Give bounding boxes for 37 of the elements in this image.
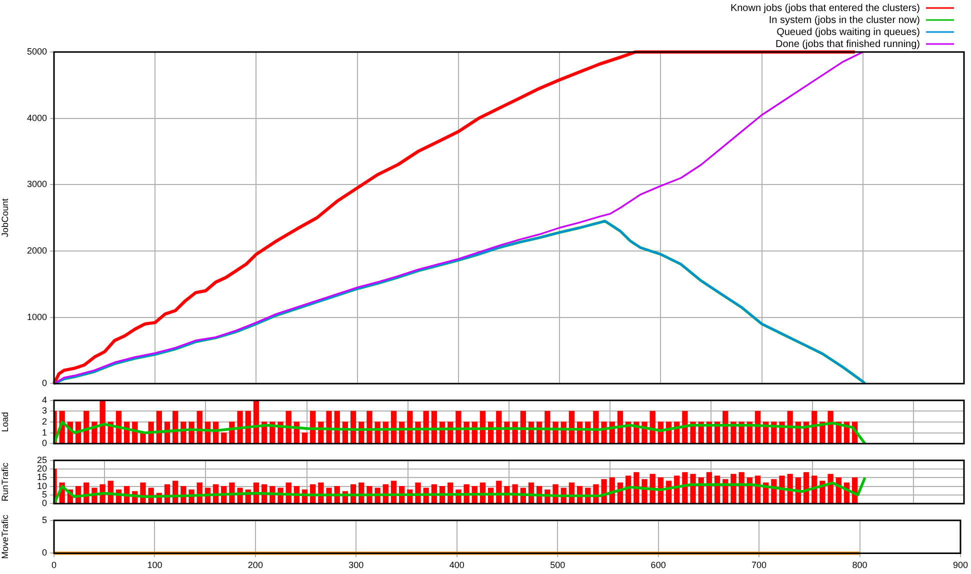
y-tick-label: 0 <box>42 438 47 448</box>
x-tick-label: 700 <box>752 560 767 570</box>
x-tick-label: 900 <box>952 560 968 570</box>
legend-label: Queued (jobs waiting in queues) <box>776 26 920 38</box>
x-tick-label: 200 <box>248 560 263 570</box>
y-axis-title: RunTrafic <box>0 462 10 502</box>
legend-label: Done (jobs that finished running) <box>775 38 920 50</box>
legend-label: In system (jobs in the cluster now) <box>768 14 920 26</box>
x-tick-label: 300 <box>348 560 364 570</box>
y-tick-label: 1 <box>42 427 47 438</box>
x-tick-label: 400 <box>449 560 464 570</box>
y-tick-label: 25 <box>36 454 47 465</box>
y-tick-label: 0 <box>42 498 47 508</box>
y-tick-label: 3000 <box>26 179 47 190</box>
y-tick-label: 20 <box>36 464 47 474</box>
x-tick-label: 0 <box>51 560 57 570</box>
y-axis-title: JobCount <box>0 198 10 238</box>
y-tick-label: 2000 <box>26 245 47 256</box>
y-tick-label: 3 <box>42 406 47 416</box>
y-tick-label: 2 <box>42 416 47 426</box>
y-tick-label: 5 <box>42 489 47 500</box>
y-tick-label: 5 <box>42 514 47 525</box>
y-tick-label: 0 <box>42 548 47 558</box>
y-tick-label: 15 <box>36 472 47 482</box>
y-tick-label: 4 <box>42 394 47 405</box>
x-tick-label: 500 <box>550 560 566 570</box>
legend-label: Known jobs (jobs that entered the clusters) <box>730 2 920 14</box>
y-tick-label: 10 <box>36 480 47 491</box>
y-tick-label: 0 <box>42 378 47 388</box>
y-tick-label: 5000 <box>26 46 47 56</box>
x-tick-label: 800 <box>852 560 868 570</box>
y-axis-title: Load <box>0 412 10 432</box>
x-tick-label: 100 <box>147 560 162 570</box>
y-axis-title: MoveTrafic <box>0 514 10 559</box>
x-tick-label: 600 <box>650 560 666 570</box>
y-tick-label: 1000 <box>26 312 47 322</box>
y-tick-label: 4000 <box>26 112 47 123</box>
